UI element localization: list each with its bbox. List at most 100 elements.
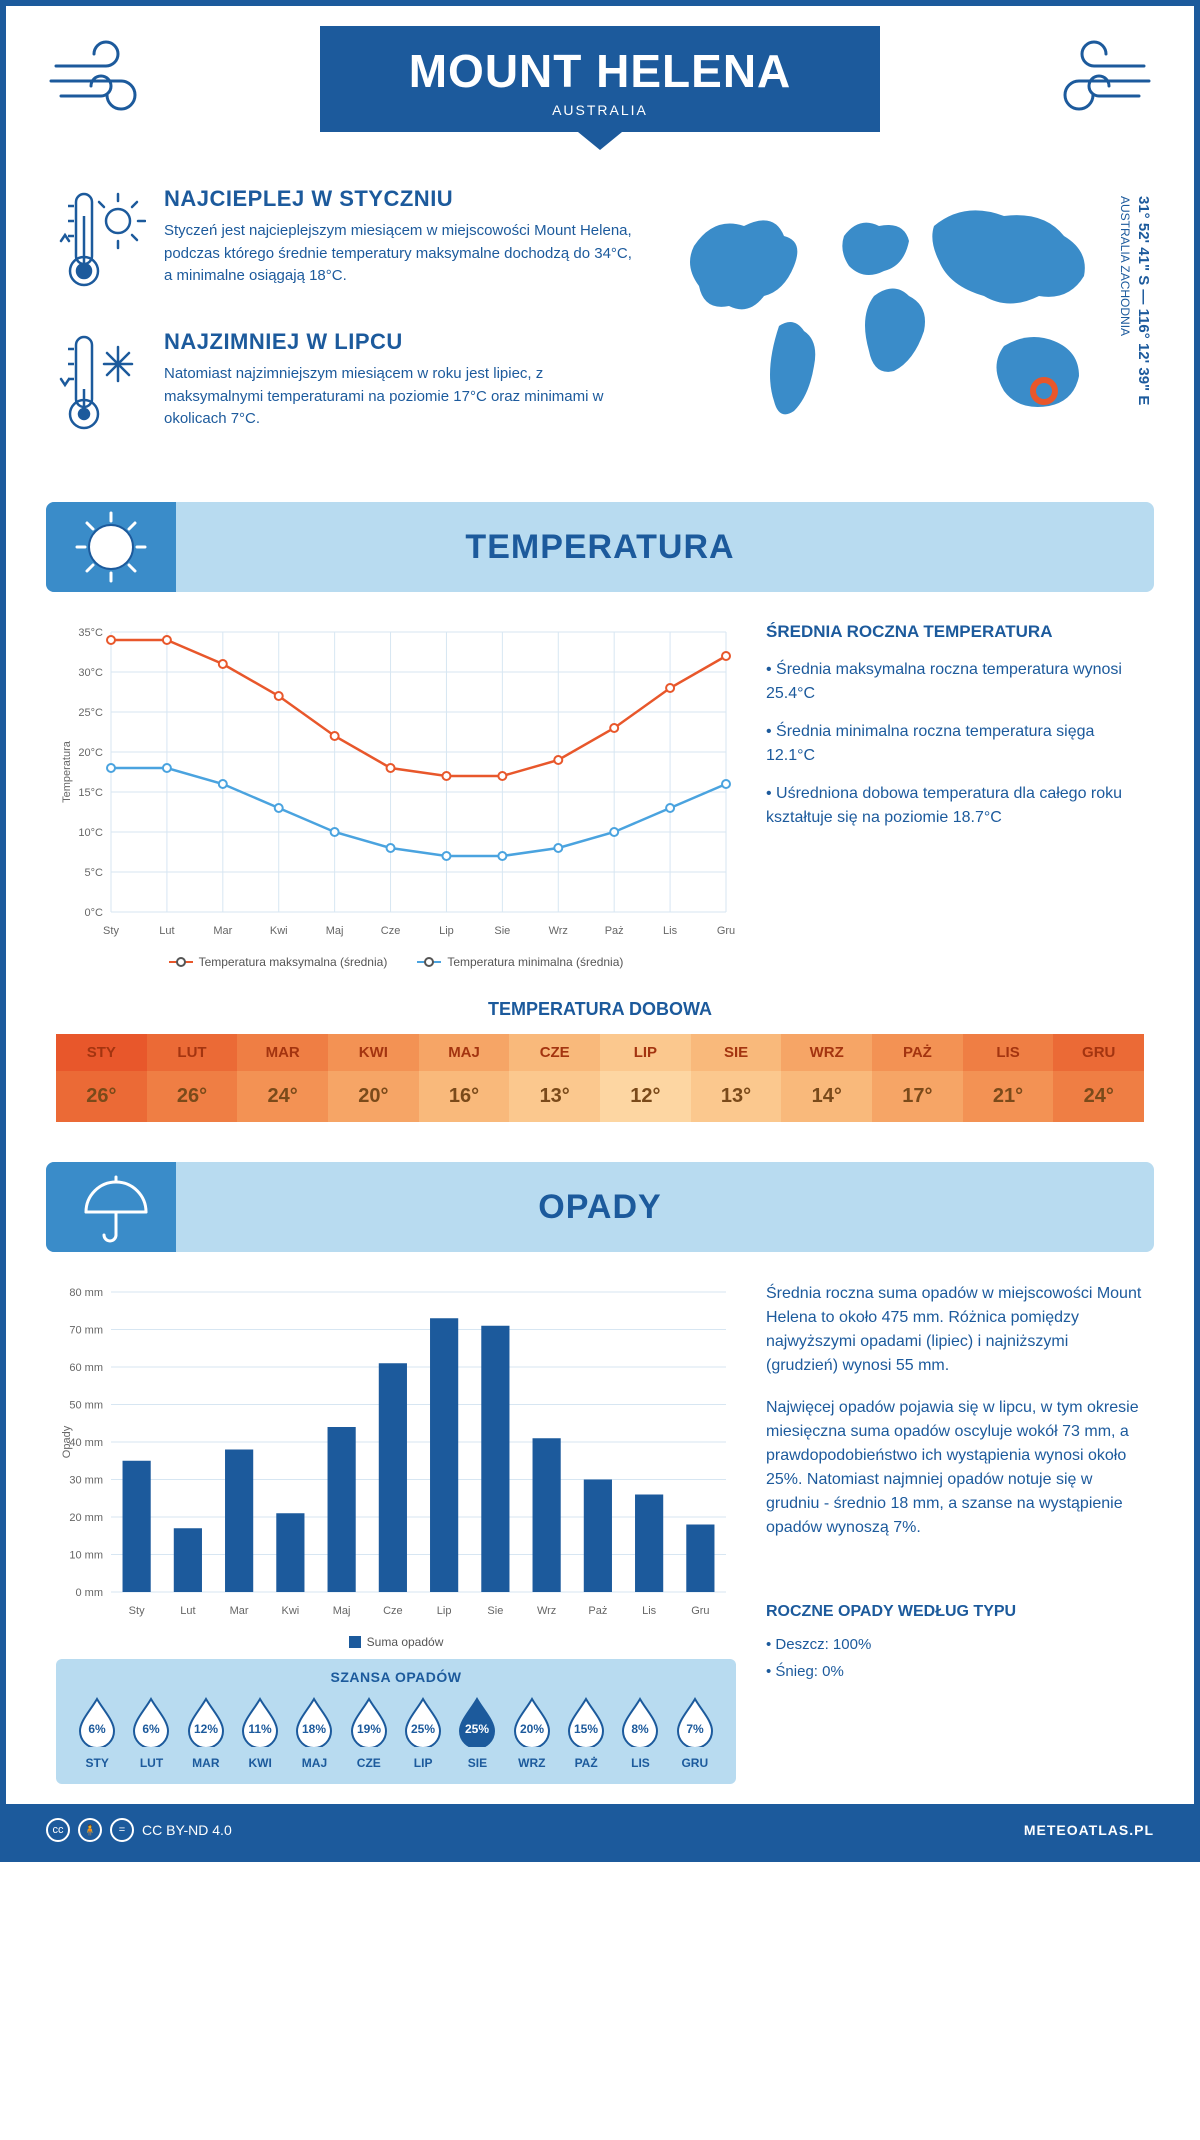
svg-text:Cze: Cze (381, 925, 401, 937)
svg-text:Lip: Lip (439, 925, 454, 937)
svg-text:Gru: Gru (691, 1605, 709, 1617)
table-cell: LIS21° (963, 1034, 1054, 1122)
svg-text:50 mm: 50 mm (69, 1400, 103, 1412)
svg-text:Lis: Lis (663, 925, 678, 937)
svg-text:10°C: 10°C (78, 827, 103, 839)
svg-text:25%: 25% (411, 1722, 435, 1736)
precipitation-chart: 0 mm 10 mm 20 mm 30 mm 40 mm 50 mm 60 mm 70 mm 8… (56, 1282, 736, 1649)
svg-text:25%: 25% (465, 1722, 489, 1736)
header: MOUNT HELENA AUSTRALIA (6, 6, 1194, 166)
svg-text:20°C: 20°C (78, 747, 103, 759)
svg-text:Wrz: Wrz (549, 925, 568, 937)
svg-text:Sty: Sty (103, 925, 119, 937)
svg-text:25°C: 25°C (78, 707, 103, 719)
section-title: OPADY (538, 1188, 661, 1227)
cc-icon: cc (46, 1818, 70, 1842)
warmest-block: NAJCIEPLEJ W STYCZNIU Styczeń jest najci… (56, 186, 634, 301)
precipitation-summary: Średnia roczna suma opadów w miejscowośc… (766, 1282, 1144, 1540)
svg-text:30°C: 30°C (78, 667, 103, 679)
svg-text:40 mm: 40 mm (69, 1437, 103, 1449)
table-cell: LUT26° (147, 1034, 238, 1122)
table-cell: PAŻ17° (872, 1034, 963, 1122)
svg-text:0°C: 0°C (85, 907, 104, 919)
svg-text:30 mm: 30 mm (69, 1475, 103, 1487)
license-text: CC BY-ND 4.0 (142, 1822, 232, 1838)
svg-text:Sie: Sie (487, 1605, 503, 1617)
wind-icon (1034, 36, 1154, 131)
chance-cell: 15%PAŻ (559, 1695, 613, 1770)
chance-cell: 20%WRZ (505, 1695, 559, 1770)
chance-cell: 6%LUT (124, 1695, 178, 1770)
svg-text:0 mm: 0 mm (76, 1587, 104, 1599)
warmest-title: NAJCIEPLEJ W STYCZNIU (164, 186, 634, 212)
svg-text:Temperatura: Temperatura (61, 740, 73, 803)
section-temperature: TEMPERATURA (46, 502, 1154, 592)
chance-cell: 8%LIS (613, 1695, 667, 1770)
chance-cell: 18%MAJ (287, 1695, 341, 1770)
svg-text:80 mm: 80 mm (69, 1287, 103, 1299)
coldest-text: Natomiast najzimniejszym miesiącem w rok… (164, 363, 634, 431)
temperature-summary: ŚREDNIA ROCZNA TEMPERATURA • Średnia mak… (766, 622, 1144, 969)
table-cell: CZE13° (509, 1034, 600, 1122)
svg-text:Cze: Cze (383, 1605, 403, 1617)
section-precipitation: OPADY (46, 1162, 1154, 1252)
svg-text:Sty: Sty (129, 1605, 145, 1617)
svg-text:70 mm: 70 mm (69, 1325, 103, 1337)
chance-cell: 25%LIP (396, 1695, 450, 1770)
daily-temperature-table: STY26°LUT26°MAR24°KWI20°MAJ16°CZE13°LIP1… (56, 1034, 1144, 1122)
svg-text:Maj: Maj (333, 1605, 351, 1617)
svg-text:6%: 6% (143, 1722, 161, 1736)
svg-text:Mar: Mar (230, 1605, 249, 1617)
chance-cell: 7%GRU (668, 1695, 722, 1770)
svg-text:Sie: Sie (494, 925, 510, 937)
svg-text:Lut: Lut (159, 925, 174, 937)
warmest-text: Styczeń jest najcieplejszym miesiącem w … (164, 220, 634, 288)
svg-text:Kwi: Kwi (282, 1605, 300, 1617)
svg-text:Mar: Mar (213, 925, 232, 937)
precipitation-by-type: ROCZNE OPADY WEDŁUG TYPU • Deszcz: 100% … (766, 1600, 1144, 1683)
svg-text:10 mm: 10 mm (69, 1550, 103, 1562)
svg-text:5°C: 5°C (85, 867, 104, 879)
table-cell: STY26° (56, 1034, 147, 1122)
section-title: TEMPERATURA (465, 528, 734, 567)
table-cell: SIE13° (691, 1034, 782, 1122)
svg-text:Gru: Gru (717, 925, 735, 937)
by-icon: 🧍 (78, 1818, 102, 1842)
svg-text:Maj: Maj (326, 925, 344, 937)
coldest-title: NAJZIMNIEJ W LIPCU (164, 329, 634, 355)
svg-text:15°C: 15°C (78, 787, 103, 799)
chance-cell: 6%STY (70, 1695, 124, 1770)
svg-text:Wrz: Wrz (537, 1605, 556, 1617)
svg-text:20 mm: 20 mm (69, 1512, 103, 1524)
chance-cell: 11%KWI (233, 1695, 287, 1770)
thermometer-snow-icon (56, 329, 146, 444)
umbrella-icon (46, 1162, 176, 1252)
svg-text:Paż: Paż (588, 1605, 607, 1617)
svg-text:7%: 7% (686, 1722, 704, 1736)
table-cell: KWI20° (328, 1034, 419, 1122)
svg-text:15%: 15% (574, 1722, 598, 1736)
table-cell: WRZ14° (781, 1034, 872, 1122)
svg-text:35°C: 35°C (78, 627, 103, 639)
svg-text:Lis: Lis (642, 1605, 657, 1617)
chance-cell: 19%CZE (342, 1695, 396, 1770)
thermometer-sun-icon (56, 186, 146, 301)
world-map: 31° 52' 41" S — 116° 12' 39" E AUSTRALIA… (664, 186, 1144, 472)
svg-text:19%: 19% (357, 1722, 381, 1736)
sun-icon (46, 502, 176, 592)
footer: cc 🧍 = CC BY-ND 4.0 METEOATLAS.PL (6, 1804, 1194, 1856)
svg-text:12%: 12% (194, 1722, 218, 1736)
chance-cell: 25%SIE (450, 1695, 504, 1770)
svg-text:11%: 11% (248, 1722, 272, 1736)
svg-text:6%: 6% (88, 1722, 106, 1736)
svg-text:Kwi: Kwi (270, 925, 288, 937)
precipitation-chance: SZANSA OPADÓW 6%STY6%LUT12%MAR11%KWI18%M… (56, 1659, 736, 1784)
chart-legend: Suma opadów (56, 1635, 736, 1649)
svg-text:Paż: Paż (605, 925, 624, 937)
table-cell: LIP12° (600, 1034, 691, 1122)
page-subtitle: AUSTRALIA (320, 102, 880, 118)
svg-text:60 mm: 60 mm (69, 1362, 103, 1374)
coordinates: 31° 52' 41" S — 116° 12' 39" E AUSTRALIA… (1116, 196, 1154, 405)
svg-text:20%: 20% (520, 1722, 544, 1736)
svg-text:8%: 8% (632, 1722, 650, 1736)
